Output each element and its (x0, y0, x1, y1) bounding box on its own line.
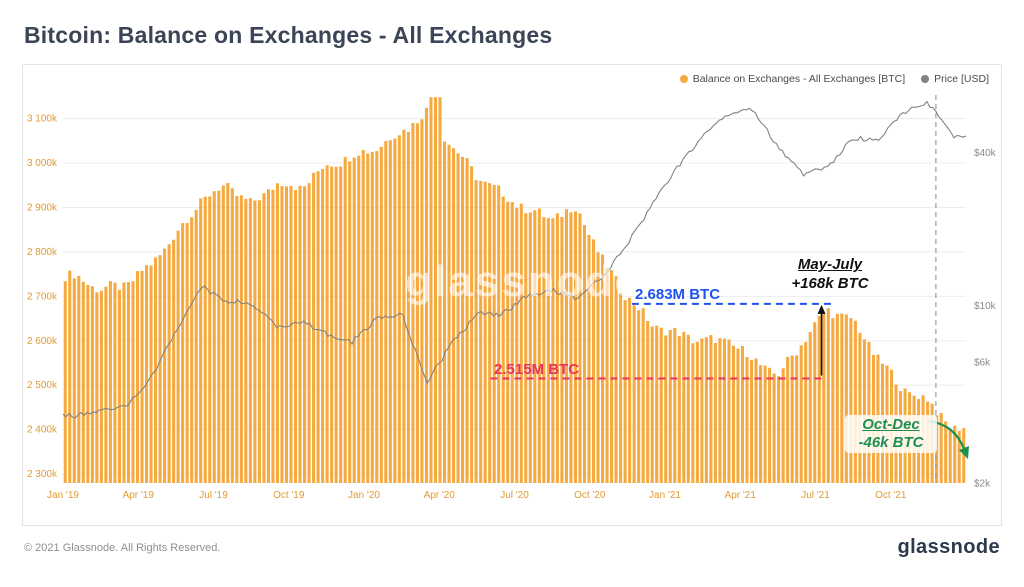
y-left-tick-label: 2 800k (27, 247, 58, 258)
annotation-may-july-title: May-July (797, 256, 863, 273)
y-right-tick-label: $6k (974, 357, 991, 368)
y-left-tick-label: 2 400k (27, 425, 58, 436)
copyright-text: © 2021 Glassnode. All Rights Reserved. (24, 541, 221, 554)
y-left-tick-label: 3 000k (27, 158, 58, 169)
chart-card: Balance on Exchanges - All Exchanges [BT… (22, 64, 1002, 526)
x-tick-label: Jul '20 (500, 490, 529, 501)
legend-item-balance[interactable]: Balance on Exchanges - All Exchanges [BT… (679, 73, 906, 85)
annotation-oct-dec-value: -46k BTC (858, 434, 924, 451)
annotation-2515m-label: 2.515M BTC (494, 361, 580, 378)
y-left-tick-label: 2 700k (27, 291, 58, 302)
legend-price-dot (921, 75, 930, 83)
x-tick-label: Apr '21 (725, 490, 757, 501)
annotation-may-july-value: +168k BTC (791, 275, 869, 292)
x-tick-label: Jan '19 (47, 490, 79, 501)
y-right-tick-label: $10k (974, 301, 997, 312)
chart-plot[interactable]: 2 300k 2 400k 2 500k 2 600k 2 700k 2 800k 2 90… (23, 65, 1001, 525)
annotation-oct-dec: Oct-Dec -46k BTC (845, 415, 937, 453)
chart-legend: Balance on Exchanges - All Exchanges [BT… (679, 73, 989, 85)
y-right-tick-label: $2k (974, 479, 991, 490)
x-tick-label: Jul '21 (801, 490, 830, 501)
x-tick-label: Jul '19 (199, 490, 228, 501)
annotation-oct-dec-title: Oct-Dec (862, 416, 920, 433)
balance-bars-series (63, 97, 966, 484)
increase-arrow-head (817, 304, 826, 314)
y-right-tick-label: $40k (974, 148, 997, 159)
page-title: Bitcoin: Balance on Exchanges - All Exch… (24, 22, 553, 48)
y-left-tick-label: 2 600k (27, 336, 58, 347)
footer: © 2021 Glassnode. All Rights Reserved. g… (22, 536, 1002, 559)
y-left-tick-label: 2 300k (27, 469, 58, 480)
y-left-tick-label: 3 100k (27, 114, 58, 125)
legend-balance-label: Balance on Exchanges - All Exchanges [BT… (692, 73, 906, 85)
glassnode-logo[interactable]: glassnode (897, 536, 1000, 558)
legend-balance-dot (679, 75, 688, 83)
y-left-tick-label: 2 500k (27, 380, 58, 391)
x-tick-label: Oct '20 (574, 490, 606, 501)
x-tick-label: Jan '20 (348, 490, 380, 501)
x-tick-label: Apr '20 (424, 490, 456, 501)
annotation-2683m-label: 2.683M BTC (635, 286, 721, 303)
price-line (62, 100, 967, 419)
x-tick-label: Oct '19 (273, 490, 305, 501)
x-tick-label: Apr '19 (123, 490, 155, 501)
decrease-arrow-head (959, 446, 969, 459)
legend-price-label: Price [USD] (934, 73, 989, 85)
annotation-may-july: May-July +168k BTC (775, 255, 885, 293)
y-left-tick-label: 2 900k (27, 202, 58, 213)
x-tick-label: Jan '21 (649, 490, 681, 501)
page: Bitcoin: Balance on Exchanges - All Exch… (22, 22, 1002, 559)
x-tick-label: Oct '21 (875, 490, 907, 501)
legend-item-price[interactable]: Price [USD] (921, 73, 989, 85)
